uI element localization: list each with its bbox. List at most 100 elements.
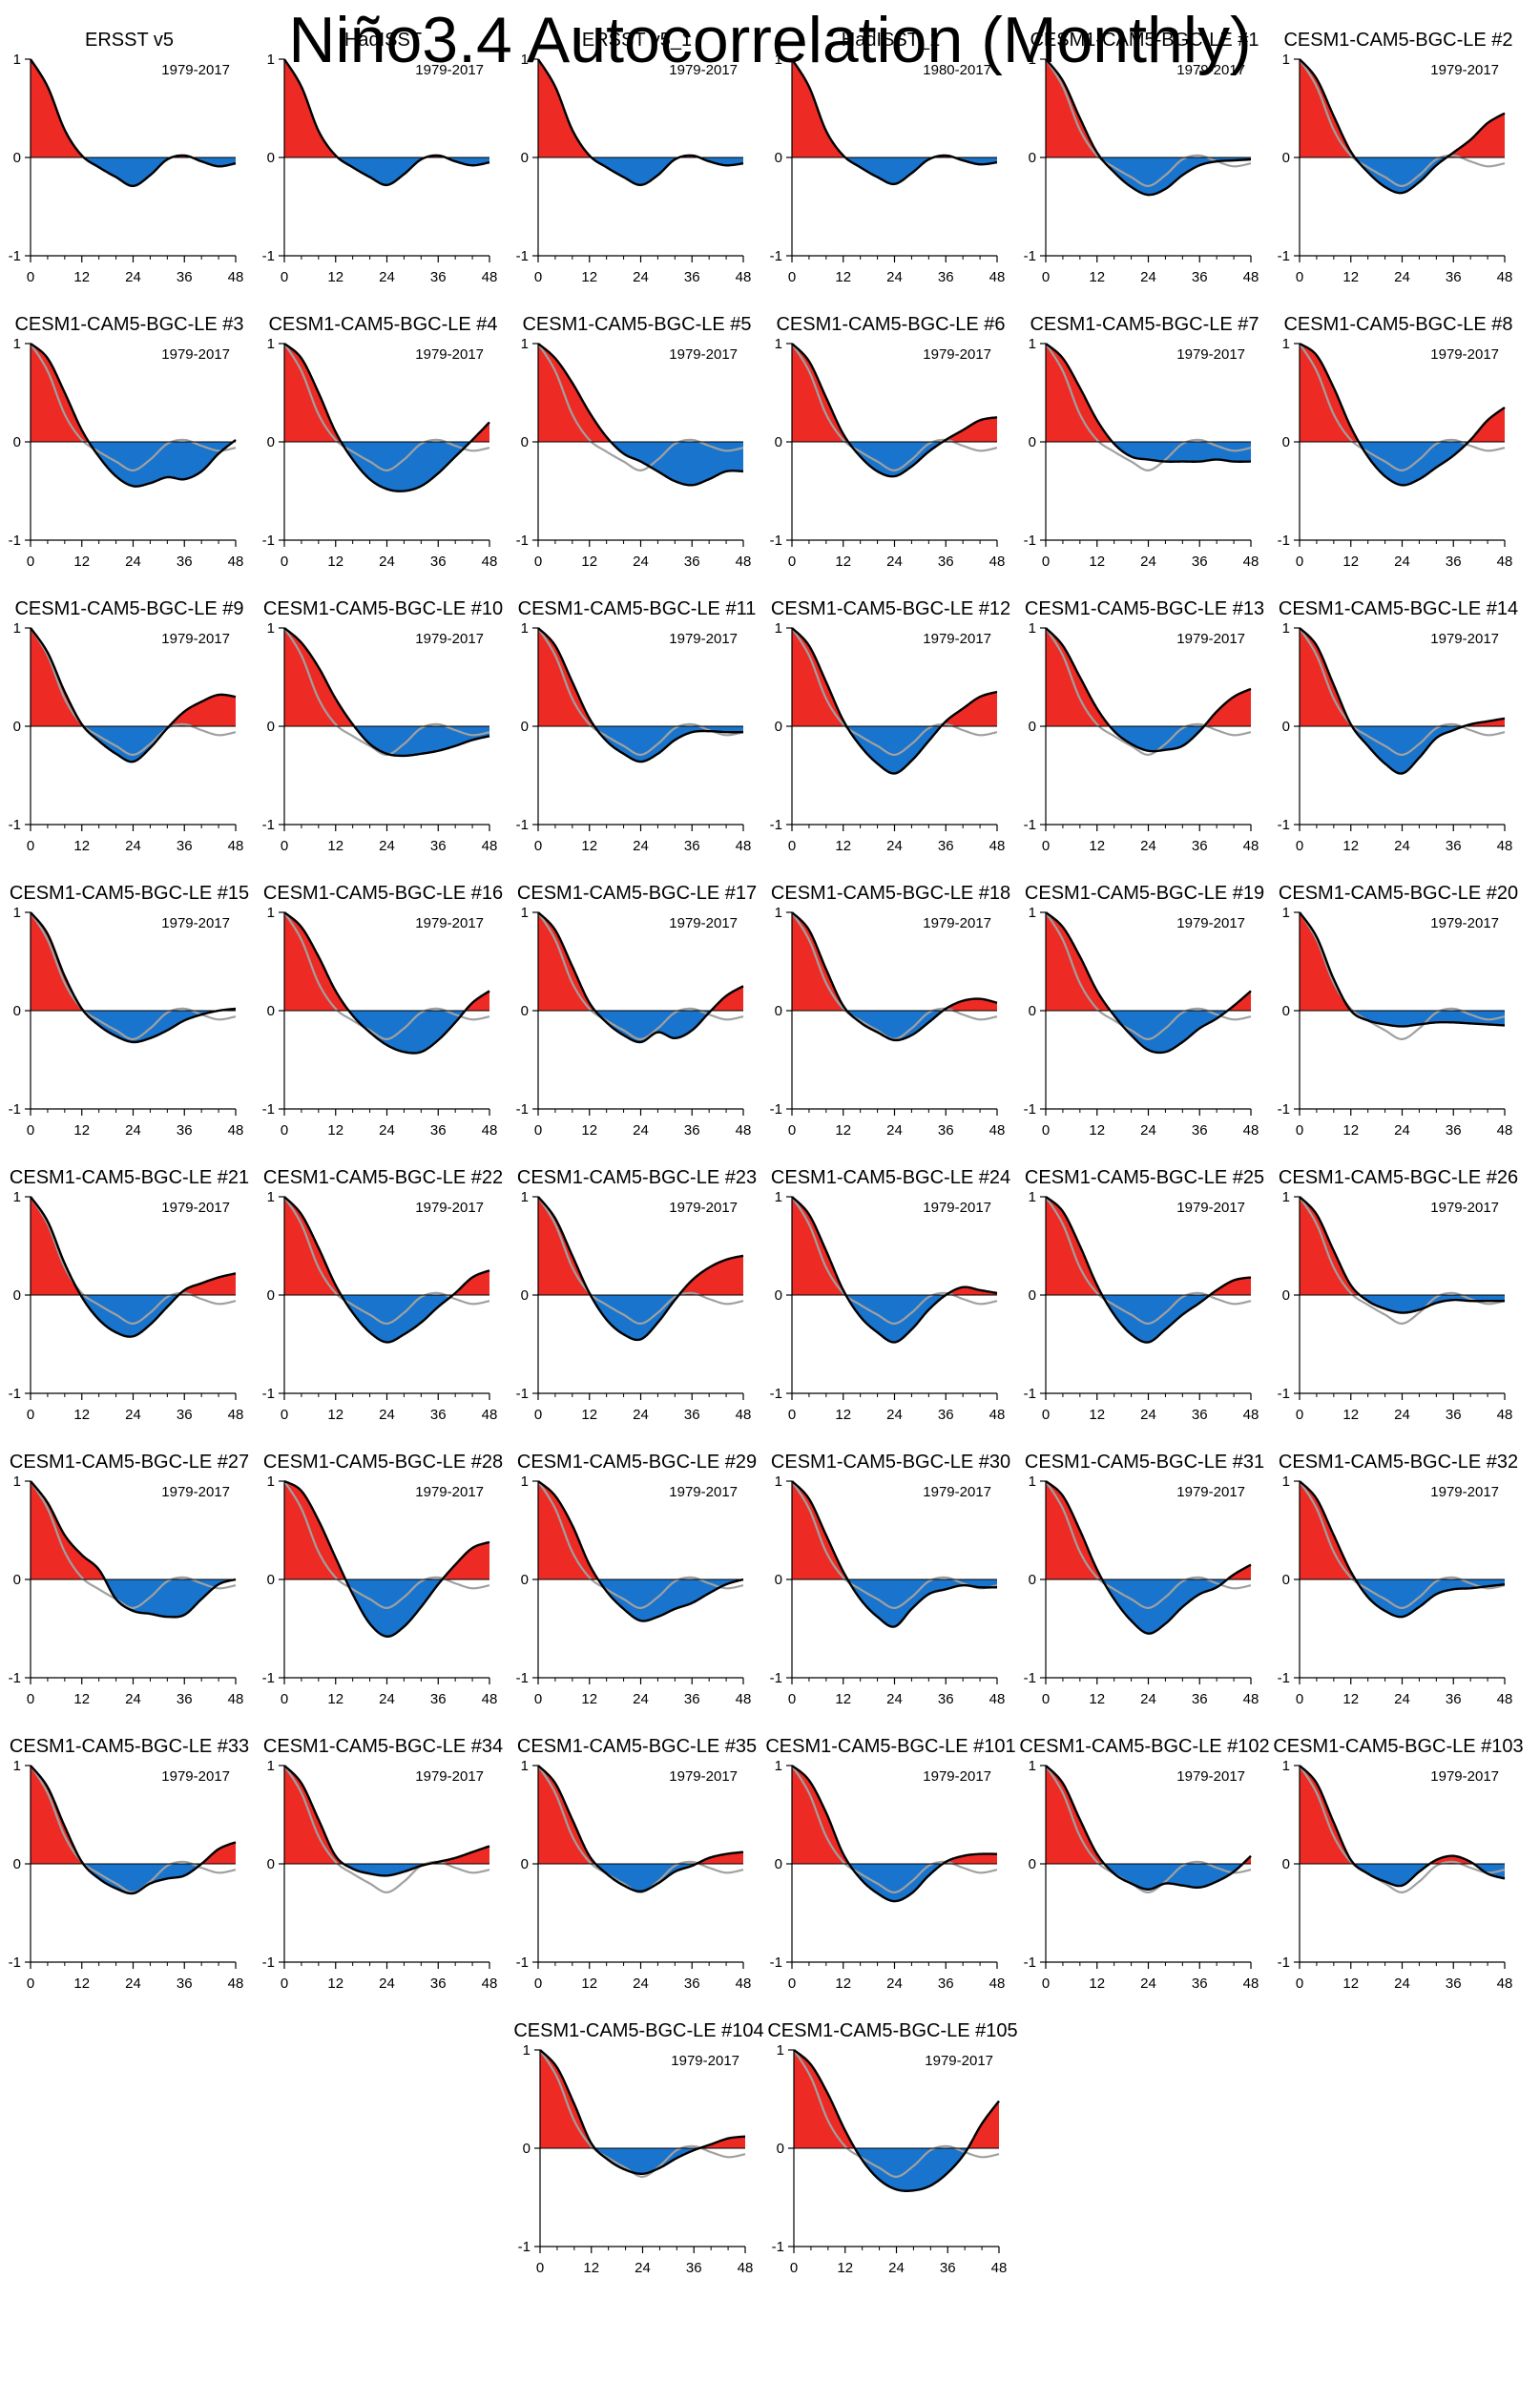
y-tick-label: 0 xyxy=(521,1003,529,1019)
x-tick-label: 0 xyxy=(27,269,34,285)
positive-area xyxy=(538,628,743,726)
x-tick-label: 36 xyxy=(940,2260,956,2276)
positive-area xyxy=(284,1481,489,1579)
x-tick-label: 36 xyxy=(1446,1975,1462,1992)
panel-title: CESM1-CAM5-BGC-LE #29 xyxy=(517,1452,757,1473)
x-tick-label: 12 xyxy=(835,1122,851,1139)
panel-period: 1979-2017 xyxy=(1176,631,1245,647)
x-tick-label: 24 xyxy=(1394,269,1410,285)
negative-area xyxy=(538,726,743,763)
positive-area xyxy=(792,344,997,442)
x-tick-label: 12 xyxy=(1089,269,1105,285)
y-tick-label: 0 xyxy=(267,1003,275,1019)
x-tick-label: 24 xyxy=(125,1691,141,1707)
y-tick-label: 1 xyxy=(13,1758,21,1774)
reference-line xyxy=(1045,1480,1252,1609)
series-line xyxy=(1299,58,1506,195)
reference-line xyxy=(537,1196,744,1325)
y-tick-label: -1 xyxy=(1278,248,1290,264)
positive-area xyxy=(1046,59,1251,157)
y-tick-label: -1 xyxy=(262,1954,275,1971)
x-tick-label: 48 xyxy=(228,269,244,285)
x-tick-label: 12 xyxy=(1342,554,1359,570)
series-line xyxy=(1045,1765,1252,1891)
panel-period: 1979-2017 xyxy=(415,631,484,647)
x-tick-label: 12 xyxy=(327,1691,343,1707)
panel-period: 1979-2017 xyxy=(161,631,230,647)
x-tick-label: 36 xyxy=(1446,1691,1462,1707)
panel-period: 1979-2017 xyxy=(923,1200,991,1216)
x-tick-label: 12 xyxy=(327,1975,343,1992)
x-tick-label: 0 xyxy=(534,1407,542,1423)
panel-period: 1979-2017 xyxy=(161,346,230,363)
panel-period: 1979-2017 xyxy=(1176,915,1245,931)
panel-period: 1979-2017 xyxy=(415,1484,484,1500)
x-tick-label: 12 xyxy=(581,1691,597,1707)
panel-title: CESM1-CAM5-BGC-LE #101 xyxy=(765,1736,1015,1757)
x-tick-label: 24 xyxy=(1140,269,1156,285)
x-tick-label: 48 xyxy=(482,1122,498,1139)
x-tick-label: 24 xyxy=(1140,1407,1156,1423)
y-tick-label: 0 xyxy=(13,719,21,735)
x-tick-label: 24 xyxy=(888,2260,905,2276)
positive-area xyxy=(538,1481,743,1579)
x-tick-label: 48 xyxy=(989,1407,1006,1423)
x-tick-label: 36 xyxy=(177,838,193,854)
series-line xyxy=(791,1480,997,1628)
y-tick-label: -1 xyxy=(1024,1670,1036,1686)
panel-title: CESM1-CAM5-BGC-LE #23 xyxy=(517,1167,757,1188)
y-tick-label: 1 xyxy=(775,52,782,68)
y-tick-label: -1 xyxy=(262,248,275,264)
panel-period: 1979-2017 xyxy=(669,1484,738,1500)
x-tick-label: 12 xyxy=(581,1407,597,1423)
x-tick-label: 12 xyxy=(1089,1975,1105,1992)
series-line xyxy=(30,627,237,763)
negative-area xyxy=(284,1864,489,1876)
x-tick-label: 48 xyxy=(228,1975,244,1992)
positive-area xyxy=(1046,344,1251,442)
y-tick-label: -1 xyxy=(770,817,782,833)
y-tick-label: 1 xyxy=(13,1474,21,1490)
x-tick-label: 12 xyxy=(327,1122,343,1139)
y-tick-label: 1 xyxy=(1282,336,1290,352)
x-tick-label: 24 xyxy=(886,1975,903,1992)
x-tick-label: 0 xyxy=(1042,269,1050,285)
x-tick-label: 48 xyxy=(736,1691,752,1707)
y-tick-label: 0 xyxy=(775,1287,782,1304)
x-tick-label: 36 xyxy=(1192,1691,1208,1707)
panel-period: 1979-2017 xyxy=(923,631,991,647)
y-tick-label: 1 xyxy=(775,620,782,637)
x-tick-label: 0 xyxy=(1042,1407,1050,1423)
y-tick-label: -1 xyxy=(262,817,275,833)
x-tick-label: 24 xyxy=(1140,1122,1156,1139)
y-tick-label: -1 xyxy=(770,533,782,549)
positive-area xyxy=(1300,1766,1505,1864)
panel-title: ERSST v5 xyxy=(85,30,174,51)
panel-period: 1979-2017 xyxy=(1176,62,1245,78)
x-tick-label: 0 xyxy=(534,1975,542,1992)
y-tick-label: 0 xyxy=(775,1572,782,1588)
x-tick-label: 0 xyxy=(534,838,542,854)
y-tick-label: 0 xyxy=(13,1287,21,1304)
y-tick-label: -1 xyxy=(516,817,529,833)
x-tick-label: 24 xyxy=(886,1407,903,1423)
reference-line xyxy=(283,343,490,471)
series-line xyxy=(791,1196,998,1344)
x-tick-label: 0 xyxy=(536,2260,544,2276)
positive-area xyxy=(538,59,743,157)
y-tick-label: -1 xyxy=(1278,1670,1290,1686)
y-tick-label: -1 xyxy=(516,533,529,549)
series-line xyxy=(283,1196,490,1344)
x-tick-label: 12 xyxy=(73,1691,90,1707)
negative-area xyxy=(31,157,236,186)
y-tick-label: 1 xyxy=(1029,1189,1036,1205)
reference-line xyxy=(1299,343,1506,471)
y-tick-label: 0 xyxy=(13,1572,21,1588)
x-tick-label: 48 xyxy=(989,1691,1006,1707)
negative-area xyxy=(792,1011,997,1040)
y-tick-label: -1 xyxy=(1024,1101,1036,1118)
y-tick-label: -1 xyxy=(1024,248,1036,264)
x-tick-label: 48 xyxy=(736,554,752,570)
